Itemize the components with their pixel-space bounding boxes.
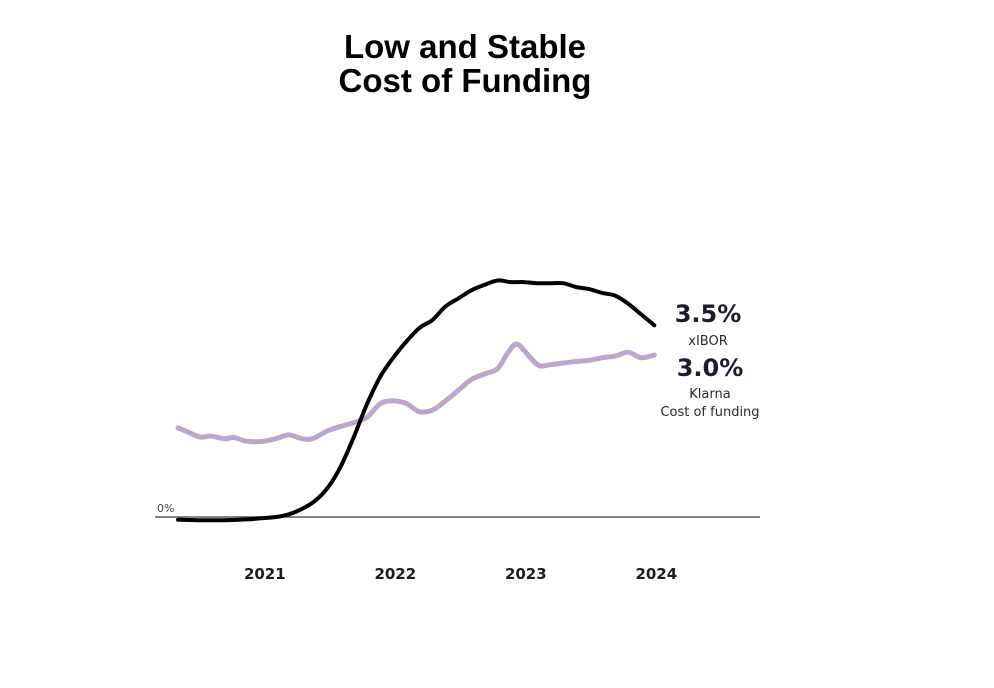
chart-title-line-1: Low and Stable xyxy=(343,28,587,65)
x-axis-ticks: 2021 2022 2023 2024 xyxy=(244,565,677,583)
klarna-value-label: 3.0% xyxy=(677,354,744,382)
zero-label: 0% xyxy=(157,502,174,515)
x-tick-label-2022: 2022 xyxy=(374,565,416,583)
x-tick-label-2024: 2024 xyxy=(635,565,677,583)
series-line-klarna-cost-of-funding xyxy=(175,341,657,445)
xibor-name-label: xIBOR xyxy=(688,334,727,349)
klarna-name-label-line-2: Cost of funding xyxy=(660,405,759,420)
x-tick-label-2021: 2021 xyxy=(244,565,286,583)
series-line-xibor xyxy=(176,278,657,523)
klarna-name-label-line-1: Klarna xyxy=(689,387,730,402)
chart-title: Low and Stable Cost of Funding xyxy=(0,30,930,98)
x-tick-label-2023: 2023 xyxy=(505,565,547,583)
chart-title-line-2: Cost of Funding xyxy=(338,62,592,99)
xibor-value-label: 3.5% xyxy=(675,300,742,328)
